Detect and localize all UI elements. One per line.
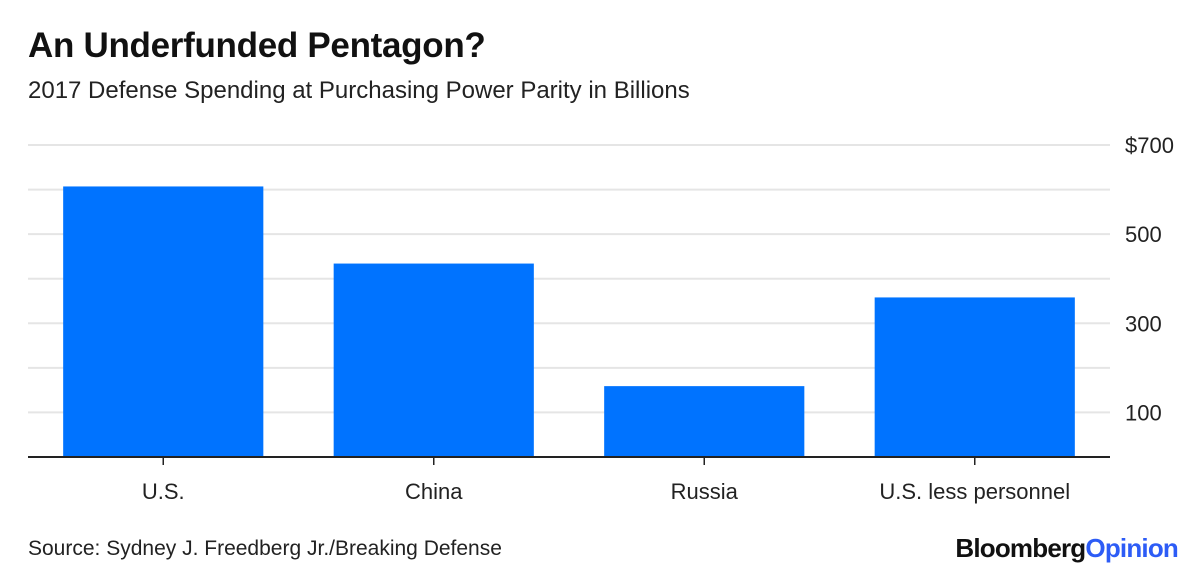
bloomberg-opinion-logo: BloombergOpinion: [955, 533, 1178, 564]
y-tick-label: 500: [1125, 222, 1162, 247]
x-tick-label: U.S. less personnel: [879, 479, 1070, 504]
source-note: Source: Sydney J. Freedberg Jr./Breaking…: [28, 537, 502, 560]
bar: [604, 386, 805, 457]
labels: 100 300 500 $700 U.S. China Russia U.S. less pe…: [142, 133, 1174, 504]
axes: [28, 456, 1110, 465]
bar: [63, 186, 264, 458]
bar: [333, 263, 534, 457]
y-tick-label: 100: [1125, 400, 1162, 425]
brand-main: Bloomberg: [955, 533, 1086, 563]
x-tick-label: Russia: [671, 479, 739, 504]
chart-title: An Underfunded Pentagon?: [28, 26, 486, 65]
bar: [874, 297, 1075, 457]
y-tick-label: $700: [1125, 133, 1174, 158]
chart-subtitle: 2017 Defense Spending at Purchasing Powe…: [28, 77, 690, 104]
bar-chart: 100 300 500 $700 U.S. China Russia U.S. less pe…: [28, 133, 1174, 504]
x-tick-label: U.S.: [142, 479, 185, 504]
brand-accent: Opinion: [1085, 533, 1178, 563]
x-tick-label: China: [405, 479, 463, 504]
bars: [63, 186, 1075, 458]
y-tick-label: 300: [1125, 311, 1162, 336]
